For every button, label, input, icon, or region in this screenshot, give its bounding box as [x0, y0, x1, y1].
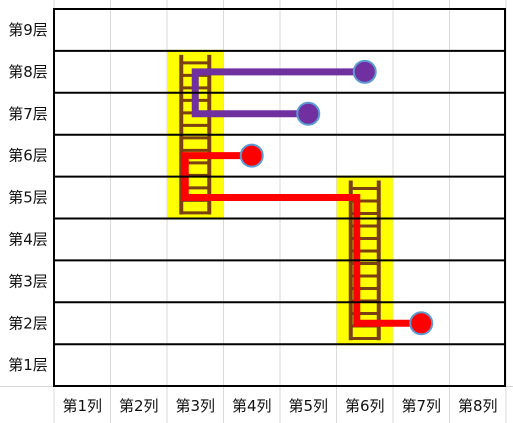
route-markers: [239, 59, 434, 336]
floor-label: 第8层: [8, 63, 48, 81]
column-label: 第8列: [458, 397, 498, 415]
grid-frame: [53, 8, 506, 387]
purple-path-7-marker: [296, 101, 321, 126]
red-path-upper-marker: [239, 143, 264, 168]
floor-grid: [53, 8, 506, 387]
floor-label: 第9层: [8, 21, 48, 39]
red-path-marker: [409, 311, 434, 336]
column-label: 第7列: [401, 397, 441, 415]
floor-label: 第1层: [8, 356, 48, 374]
red-route-line: [181, 152, 422, 327]
column-label: 第1列: [62, 397, 102, 415]
floor-label: 第2层: [8, 314, 48, 332]
floor-label: 第5层: [8, 189, 48, 207]
column-label: 第5列: [288, 397, 328, 415]
column-label: 第6列: [345, 397, 385, 415]
floor-label: 第7层: [8, 105, 48, 123]
floor-label: 第4层: [8, 230, 48, 248]
floor-label: 第3层: [8, 272, 48, 290]
purple-path-8-marker: [352, 59, 377, 84]
column-label: 第3列: [175, 397, 215, 415]
column-label: 第2列: [119, 397, 159, 415]
column-labels: 第1列 第2列 第3列 第4列 第5列 第6列 第7列 第8列: [62, 397, 497, 415]
column-label: 第4列: [232, 397, 272, 415]
floor-label: 第6层: [8, 147, 48, 165]
